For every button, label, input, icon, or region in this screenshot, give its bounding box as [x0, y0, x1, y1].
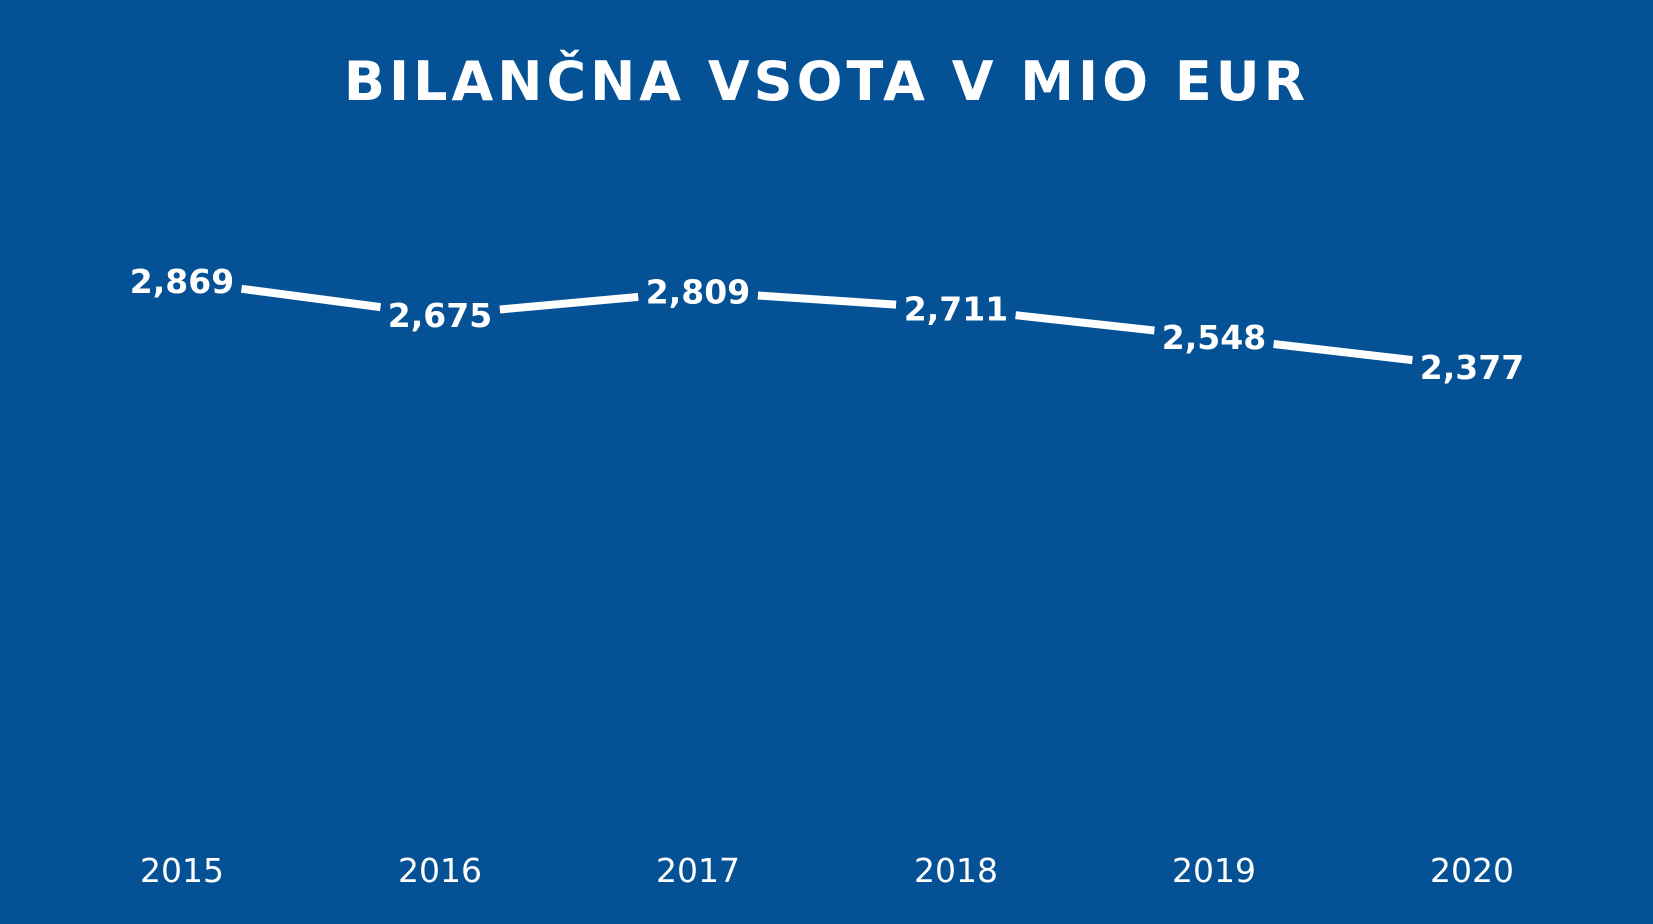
x-axis-labels: 2015 2016 2017 2018 2019 2020 [140, 851, 1514, 890]
x-tick-label-2019: 2019 [1172, 851, 1256, 890]
series-line-group [240, 284, 1413, 365]
line-segment-2017-2018 [757, 291, 897, 309]
x-tick-label-2017: 2017 [656, 851, 740, 890]
value-labels: 2,869 2,675 2,809 2,711 2,548 2,377 [130, 262, 1524, 387]
line-segment-2016-2017 [499, 292, 639, 314]
line-segment-2015-2016 [240, 284, 382, 312]
data-label-2020: 2,377 [1420, 348, 1524, 387]
x-tick-label-2020: 2020 [1430, 851, 1514, 890]
x-tick-label-2018: 2018 [914, 851, 998, 890]
x-tick-label-2015: 2015 [140, 851, 224, 890]
data-label-2017: 2,809 [646, 273, 750, 312]
data-label-2018: 2,711 [904, 290, 1008, 329]
chart-title: BILANČNA VSOTA V MIO EUR [343, 50, 1310, 113]
data-label-2016: 2,675 [388, 296, 492, 335]
line-segment-2018-2019 [1015, 311, 1155, 335]
drop-lines [181, 311, 1473, 810]
x-tick-label-2016: 2016 [398, 851, 482, 890]
line-segment-2019-2020 [1273, 340, 1413, 365]
data-label-2015: 2,869 [130, 262, 234, 301]
data-label-2019: 2,548 [1162, 318, 1266, 357]
